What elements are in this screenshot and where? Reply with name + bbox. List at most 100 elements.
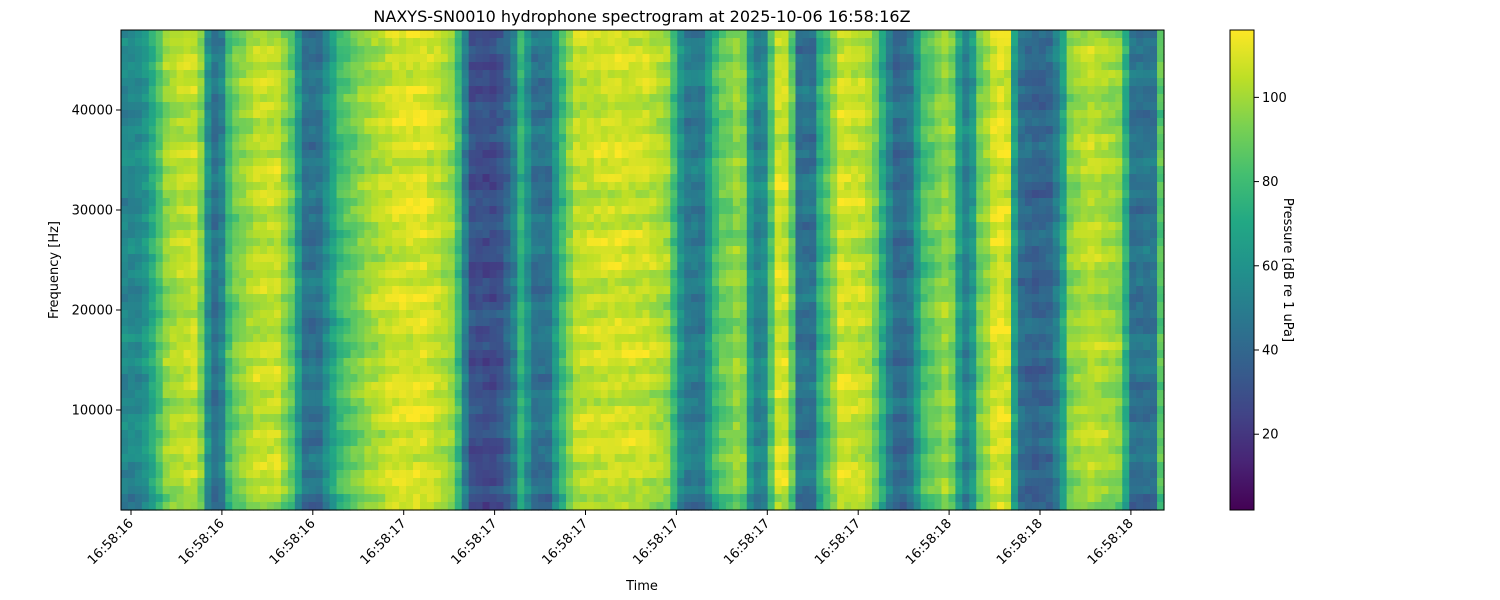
heatmap-cell <box>204 326 212 335</box>
heatmap-cell <box>260 454 268 463</box>
heatmap-cell <box>260 398 268 407</box>
heatmap-cell <box>461 398 470 407</box>
heatmap-cell <box>273 174 282 183</box>
heatmap-cell <box>475 238 484 247</box>
heatmap-cell <box>642 94 651 103</box>
heatmap-cell <box>141 286 150 295</box>
heatmap-cell <box>218 78 226 87</box>
heatmap-cell <box>538 62 546 71</box>
heatmap-cell <box>121 294 129 303</box>
heatmap-cell <box>218 350 226 359</box>
heatmap-cell <box>593 102 602 111</box>
heatmap-cell <box>663 182 671 191</box>
heatmap-cell <box>670 94 678 103</box>
heatmap-cell <box>503 414 511 423</box>
heatmap-cell <box>649 102 657 111</box>
heatmap-cell <box>496 238 505 247</box>
heatmap-cell <box>406 134 414 143</box>
heatmap-cell <box>656 254 664 263</box>
heatmap-cell <box>677 478 685 487</box>
heatmap-cell <box>267 190 275 199</box>
heatmap-cell <box>614 38 623 47</box>
heatmap-cell <box>322 494 331 503</box>
heatmap-cell <box>670 262 678 271</box>
heatmap-cell <box>232 102 240 111</box>
heatmap-cell <box>197 110 206 119</box>
heatmap-cell <box>378 478 386 487</box>
heatmap-cell <box>385 430 393 439</box>
heatmap-cell <box>273 446 282 455</box>
heatmap-cell <box>155 110 164 119</box>
heatmap-cell <box>141 294 150 303</box>
heatmap-cell <box>600 502 609 511</box>
heatmap-cell <box>642 126 651 135</box>
heatmap-cell <box>183 318 192 327</box>
heatmap-cell <box>141 70 150 79</box>
heatmap-cell <box>593 470 602 479</box>
heatmap-cell <box>253 110 261 119</box>
heatmap-cell <box>545 358 553 367</box>
heatmap-cell <box>197 430 206 439</box>
heatmap-cell <box>447 222 456 231</box>
heatmap-cell <box>545 278 553 287</box>
heatmap-cell <box>169 246 178 255</box>
heatmap-cell <box>468 238 477 247</box>
heatmap-cell <box>225 286 233 295</box>
heatmap-cell <box>426 286 435 295</box>
heatmap-cell <box>572 390 581 399</box>
heatmap-cell <box>496 446 505 455</box>
heatmap-cell <box>392 238 400 247</box>
heatmap-cell <box>148 262 157 271</box>
heatmap-cell <box>329 390 338 399</box>
heatmap-cell <box>246 294 254 303</box>
heatmap-cell <box>336 326 345 335</box>
heatmap-cell <box>343 142 352 151</box>
heatmap-cell <box>127 238 136 247</box>
heatmap-cell <box>260 134 268 143</box>
heatmap-cell <box>607 358 616 367</box>
heatmap-cell <box>232 318 240 327</box>
heatmap-cell <box>496 278 505 287</box>
heatmap-cell <box>218 150 226 159</box>
heatmap-cell <box>287 238 296 247</box>
heatmap-cell <box>260 262 268 271</box>
heatmap-cell <box>315 158 324 167</box>
heatmap-cell <box>350 398 359 407</box>
heatmap-cell <box>461 62 470 71</box>
heatmap-cell <box>350 302 359 311</box>
heatmap-cell <box>218 214 226 223</box>
heatmap-cell <box>698 86 706 95</box>
heatmap-cell <box>670 86 678 95</box>
heatmap-cell <box>197 382 206 391</box>
heatmap-cell <box>426 110 435 119</box>
heatmap-cell <box>308 326 317 335</box>
heatmap-cell <box>440 230 449 239</box>
heatmap-cell <box>566 206 574 215</box>
heatmap-cell <box>663 286 671 295</box>
heatmap-cell <box>322 382 331 391</box>
heatmap-cell <box>440 206 449 215</box>
heatmap-cell <box>190 278 199 287</box>
heatmap-cell <box>176 438 185 447</box>
heatmap-cell <box>454 398 463 407</box>
heatmap-cell <box>440 254 449 263</box>
heatmap-cell <box>239 334 247 343</box>
heatmap-cell <box>273 54 282 63</box>
heatmap-cell <box>593 30 602 39</box>
heatmap-cell <box>273 238 282 247</box>
heatmap-cell <box>406 230 414 239</box>
heatmap-cell <box>524 430 532 439</box>
heatmap-cell <box>399 502 407 511</box>
heatmap-cell <box>246 110 254 119</box>
heatmap-cell <box>559 38 567 47</box>
heatmap-cell <box>461 198 470 207</box>
heatmap-cell <box>419 406 428 415</box>
heatmap-cell <box>538 94 546 103</box>
heatmap-cell <box>399 366 407 375</box>
heatmap-cell <box>239 222 247 231</box>
heatmap-cell <box>614 246 623 255</box>
heatmap-cell <box>517 54 525 63</box>
heatmap-cell <box>579 310 588 319</box>
heatmap-cell <box>566 62 574 71</box>
heatmap-cell <box>162 246 171 255</box>
